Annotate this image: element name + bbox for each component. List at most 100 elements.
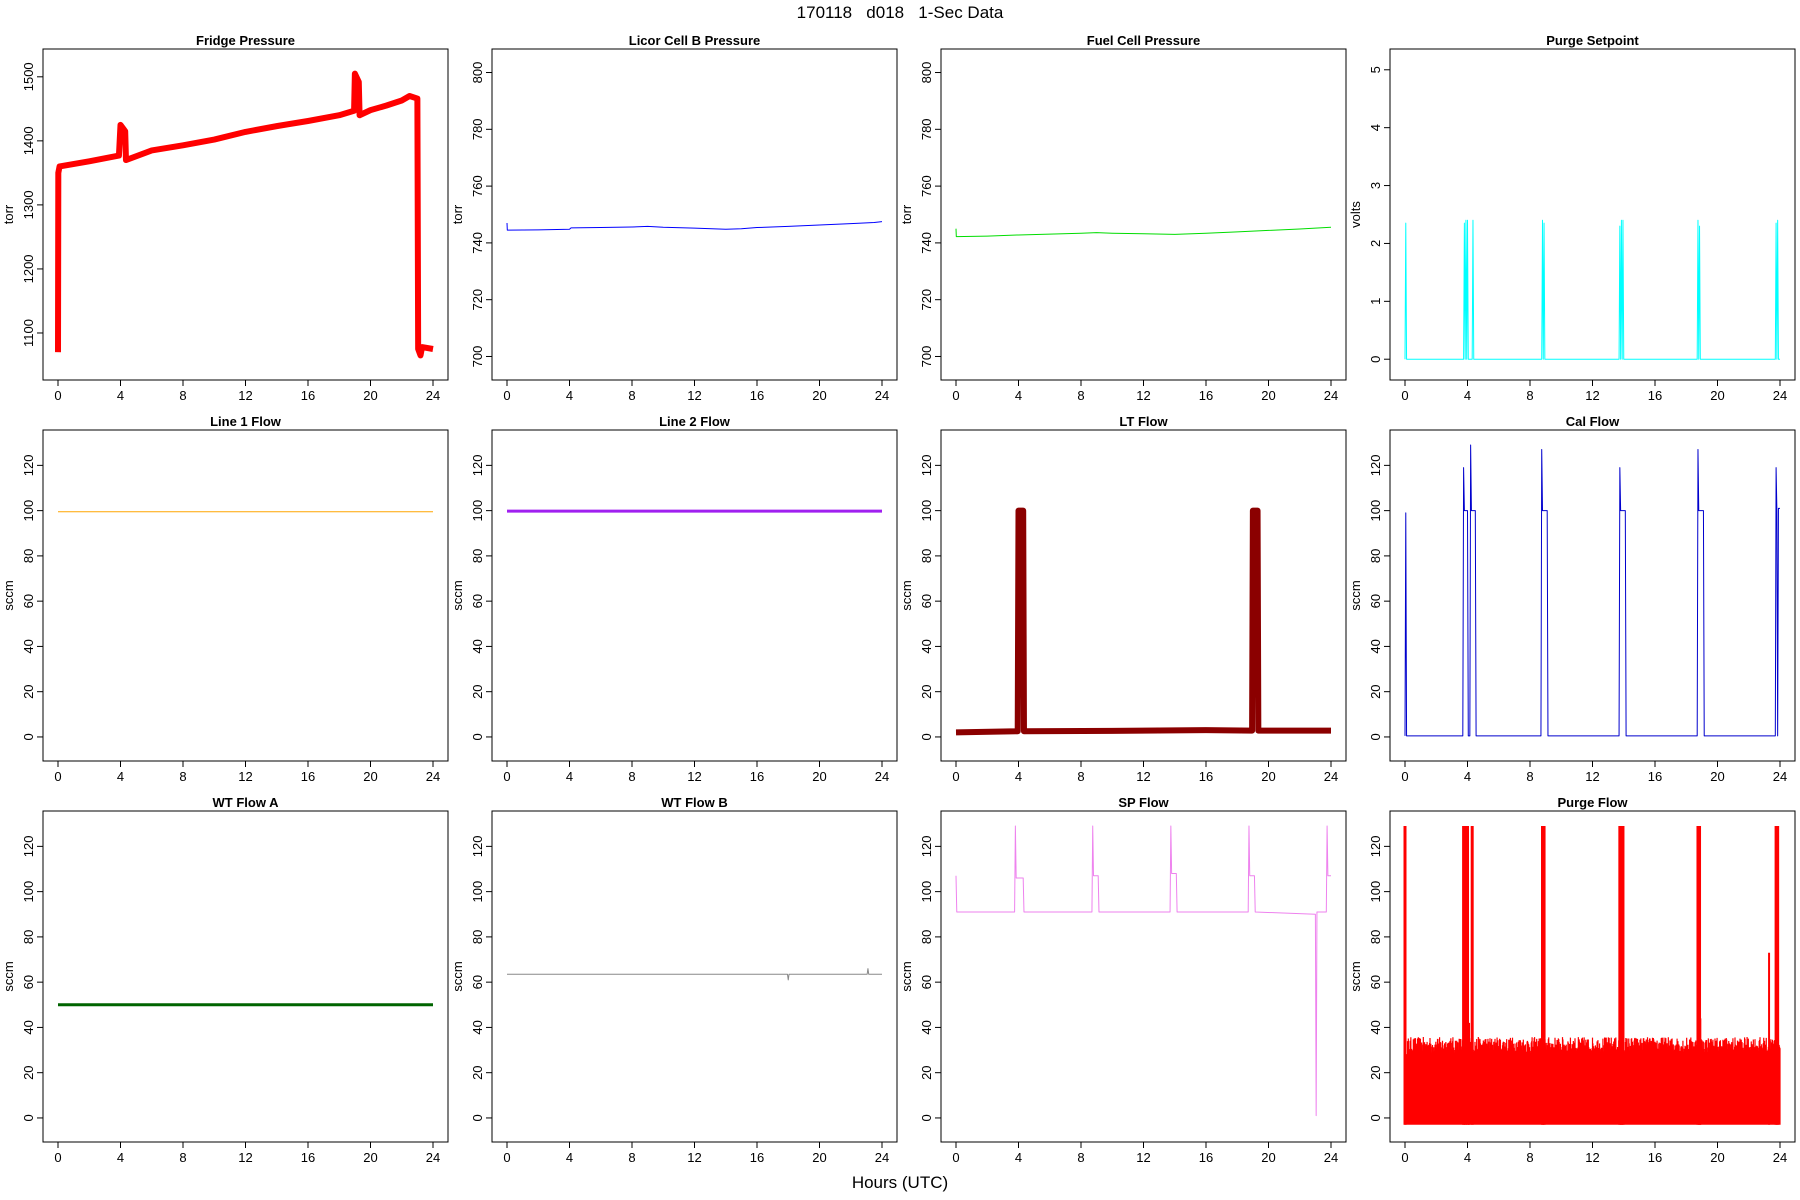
x-tick-label: 12 xyxy=(1136,1150,1150,1165)
y-tick-label: 100 xyxy=(919,881,934,903)
y-tick-label: 120 xyxy=(1368,836,1383,858)
panel-lt-flow: LT Flow sccm 0 4 8 12 16 20 24 0 20 40 60 80 100 120 xyxy=(899,414,1347,784)
panel-title: Purge Setpoint xyxy=(1546,33,1639,48)
panel-sp-flow: SP Flow sccm 0 4 8 12 16 20 24 0 20 40 60 80 100 120 xyxy=(899,795,1347,1165)
y-axis: 700 720 740 760 780 800 xyxy=(470,62,493,368)
series-line xyxy=(955,226,1332,238)
panel-title: SP Flow xyxy=(1118,795,1169,810)
x-tick-label: 20 xyxy=(363,388,377,403)
y-tick-label: 40 xyxy=(21,639,36,653)
series xyxy=(1403,826,1781,1125)
y-tick-label: 700 xyxy=(470,346,485,368)
x-tick-label: 8 xyxy=(179,388,186,403)
x-axis: 0 4 8 12 16 20 24 xyxy=(503,1141,889,1165)
y-tick-label: 40 xyxy=(1368,639,1383,653)
x-tick-label: 20 xyxy=(1710,1150,1724,1165)
series xyxy=(955,226,1332,238)
y-tick-label: 760 xyxy=(470,175,485,197)
y-axis-label: sccm xyxy=(450,961,465,991)
x-axis: 0 4 8 12 16 20 24 xyxy=(503,379,889,403)
panel-title: Licor Cell B Pressure xyxy=(629,33,761,48)
x-tick-label: 0 xyxy=(54,769,61,784)
panel-purge-flow: Purge Flow sccm 0 4 8 12 16 20 24 0 20 40 60 80 100 120 xyxy=(1348,795,1796,1165)
x-tick-label: 4 xyxy=(1464,769,1471,784)
x-axis: 0 4 8 12 16 20 24 xyxy=(1401,379,1787,403)
y-axis: 0 20 40 60 80 100 120 xyxy=(1368,455,1391,741)
plot-frame xyxy=(940,48,1347,381)
x-tick-label: 24 xyxy=(426,769,440,784)
x-tick-label: 0 xyxy=(952,1150,959,1165)
plot-frame xyxy=(491,429,898,762)
y-tick-label: 720 xyxy=(919,289,934,311)
x-axis: 0 4 8 12 16 20 24 xyxy=(54,1141,440,1165)
x-tick-label: 4 xyxy=(117,388,124,403)
series-line xyxy=(955,507,1331,736)
x-tick-label: 8 xyxy=(1526,1150,1533,1165)
y-axis: 0 20 40 60 80 100 120 xyxy=(470,836,493,1122)
y-tick-label: 20 xyxy=(1368,684,1383,698)
series-line xyxy=(955,825,1331,1117)
x-tick-label: 8 xyxy=(1077,769,1084,784)
y-tick-label: 40 xyxy=(470,639,485,653)
y-axis-label: sccm xyxy=(1348,580,1363,610)
y-tick-label: 780 xyxy=(470,118,485,140)
y-tick-label: 0 xyxy=(21,1114,36,1121)
x-tick-label: 16 xyxy=(1199,769,1213,784)
x-tick-label: 20 xyxy=(812,769,826,784)
x-tick-label: 4 xyxy=(566,388,573,403)
y-tick-label: 60 xyxy=(919,975,934,989)
y-tick-label: 700 xyxy=(919,346,934,368)
y-tick-label: 120 xyxy=(470,836,485,858)
series xyxy=(1404,219,1780,360)
plot-frame xyxy=(42,48,449,381)
y-tick-label: 4 xyxy=(1368,124,1383,131)
x-tick-label: 20 xyxy=(1710,388,1724,403)
x-tick-label: 4 xyxy=(117,1150,124,1165)
y-tick-label: 780 xyxy=(919,118,934,140)
y-axis: 0 20 40 60 80 100 120 xyxy=(470,455,493,741)
x-tick-label: 4 xyxy=(566,1150,573,1165)
panel-title: WT Flow B xyxy=(661,795,727,810)
x-tick-label: 24 xyxy=(875,1150,889,1165)
x-tick-label: 24 xyxy=(1773,769,1787,784)
y-tick-label: 80 xyxy=(21,549,36,563)
x-axis-title: Hours (UTC) xyxy=(851,1173,949,1192)
plot-frame xyxy=(491,48,898,381)
y-tick-label: 0 xyxy=(1368,356,1383,363)
series-line xyxy=(507,968,882,981)
page-title: 170118 d018 1-Sec Data xyxy=(796,3,1004,22)
panel-title: WT Flow A xyxy=(213,795,280,810)
x-tick-label: 12 xyxy=(1585,388,1599,403)
x-tick-label: 4 xyxy=(1015,388,1022,403)
x-tick-label: 12 xyxy=(1585,769,1599,784)
x-tick-label: 12 xyxy=(1136,388,1150,403)
y-axis-label: sccm xyxy=(1,961,16,991)
x-tick-label: 8 xyxy=(628,1150,635,1165)
y-tick-label: 60 xyxy=(21,975,36,989)
panel-title: Fuel Cell Pressure xyxy=(1087,33,1200,48)
y-tick-label: 20 xyxy=(919,684,934,698)
x-axis: 0 4 8 12 16 20 24 xyxy=(952,1141,1338,1165)
x-tick-label: 20 xyxy=(812,1150,826,1165)
y-tick-label: 720 xyxy=(470,289,485,311)
x-tick-label: 16 xyxy=(1648,769,1662,784)
x-tick-label: 4 xyxy=(1015,1150,1022,1165)
y-axis: 1100 1200 1300 1400 1500 xyxy=(21,62,44,347)
y-tick-label: 20 xyxy=(21,684,36,698)
x-axis: 0 4 8 12 16 20 24 xyxy=(952,379,1338,403)
x-tick-label: 8 xyxy=(1077,388,1084,403)
x-tick-label: 12 xyxy=(687,1150,701,1165)
y-axis-label: torr xyxy=(1,204,16,224)
x-tick-label: 12 xyxy=(238,1150,252,1165)
y-tick-label: 760 xyxy=(919,175,934,197)
y-tick-label: 20 xyxy=(1368,1065,1383,1079)
y-axis-label: sccm xyxy=(899,961,914,991)
x-tick-label: 16 xyxy=(301,388,315,403)
x-tick-label: 0 xyxy=(1401,769,1408,784)
x-tick-label: 0 xyxy=(1401,1150,1408,1165)
y-tick-label: 120 xyxy=(919,455,934,477)
y-tick-label: 40 xyxy=(919,639,934,653)
y-tick-label: 100 xyxy=(919,500,934,522)
